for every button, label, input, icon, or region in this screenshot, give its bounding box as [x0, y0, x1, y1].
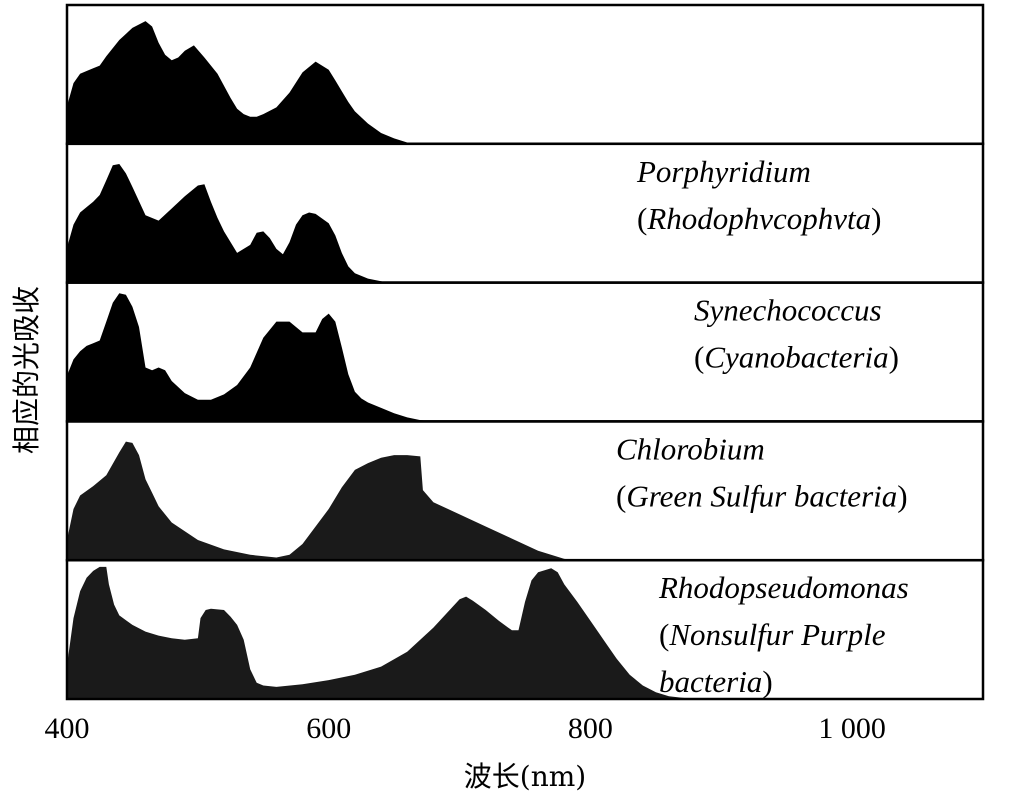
- x-tick-label: 400: [45, 712, 90, 745]
- x-axis-ticks: 400 600 800 1 000: [45, 712, 886, 745]
- y-axis-label: 相应的光吸收: [10, 286, 43, 454]
- spectrum-area: [67, 566, 696, 699]
- caption-run: Chlorobium: [616, 431, 765, 466]
- caption-run: (: [694, 340, 704, 375]
- caption-run: Cyanobacteria: [704, 340, 888, 375]
- spectrum-area: [67, 441, 578, 561]
- organism-caption-line: Rhodopseudomonas: [658, 570, 909, 605]
- caption-run: Nonsulfur Purple: [668, 617, 885, 652]
- spectrum-panel: Chlorobium (Green Sulfur bacteria): [65, 420, 985, 562]
- caption-run: Porphyridium: [636, 154, 811, 189]
- organism-caption-line: bacteria): [659, 664, 773, 699]
- caption-run: ): [889, 340, 899, 375]
- organism-caption-line: (Rhodophvcophvta): [637, 201, 881, 236]
- spectrum-area: [67, 293, 434, 422]
- spectrum-area: [67, 164, 388, 283]
- x-axis-label: 波长(nm): [464, 760, 586, 793]
- spectra-panels: Porphyridium(Rhodophvcophvta)Synechococc…: [65, 3, 985, 701]
- caption-run: ): [897, 478, 907, 513]
- caption-run: bacteria: [659, 664, 762, 699]
- caption-run: (: [659, 617, 669, 652]
- spectrum-panel: [65, 3, 985, 146]
- caption-run: ): [871, 201, 881, 236]
- spectrum-panel: Synechococcus (Cyanobacteria): [65, 281, 985, 423]
- caption-run: Synechococcus: [694, 293, 882, 328]
- spectrum-panel: Porphyridium (Rhodophvcophvta): [65, 142, 985, 284]
- caption-run: Rhodophvcophvta: [646, 201, 871, 236]
- organism-caption-line: Porphyridium: [636, 154, 811, 189]
- organism-caption-line: (Cyanobacteria): [694, 340, 899, 375]
- organism-caption-line: Chlorobium: [616, 431, 765, 466]
- x-tick-label: 1 000: [818, 712, 886, 745]
- spectrum-area: [67, 21, 414, 144]
- caption-run: Green Sulfur bacteria: [626, 478, 897, 513]
- x-tick-label: 600: [306, 712, 351, 745]
- caption-run: (: [616, 478, 626, 513]
- caption-run: ): [762, 664, 772, 699]
- x-tick-label: 800: [568, 712, 613, 745]
- caption-run: (: [637, 201, 647, 236]
- spectrum-panel: Rhodopseudomonas (Nonsulfur Purple bacteri…: [65, 558, 985, 701]
- panel-frame: [65, 558, 985, 701]
- organism-caption-line: Synechococcus: [694, 293, 882, 328]
- organism-caption-line: (Green Sulfur bacteria): [616, 478, 908, 513]
- caption-run: Rhodopseudomonas: [658, 570, 909, 605]
- organism-caption-line: (Nonsulfur Purple: [659, 617, 886, 652]
